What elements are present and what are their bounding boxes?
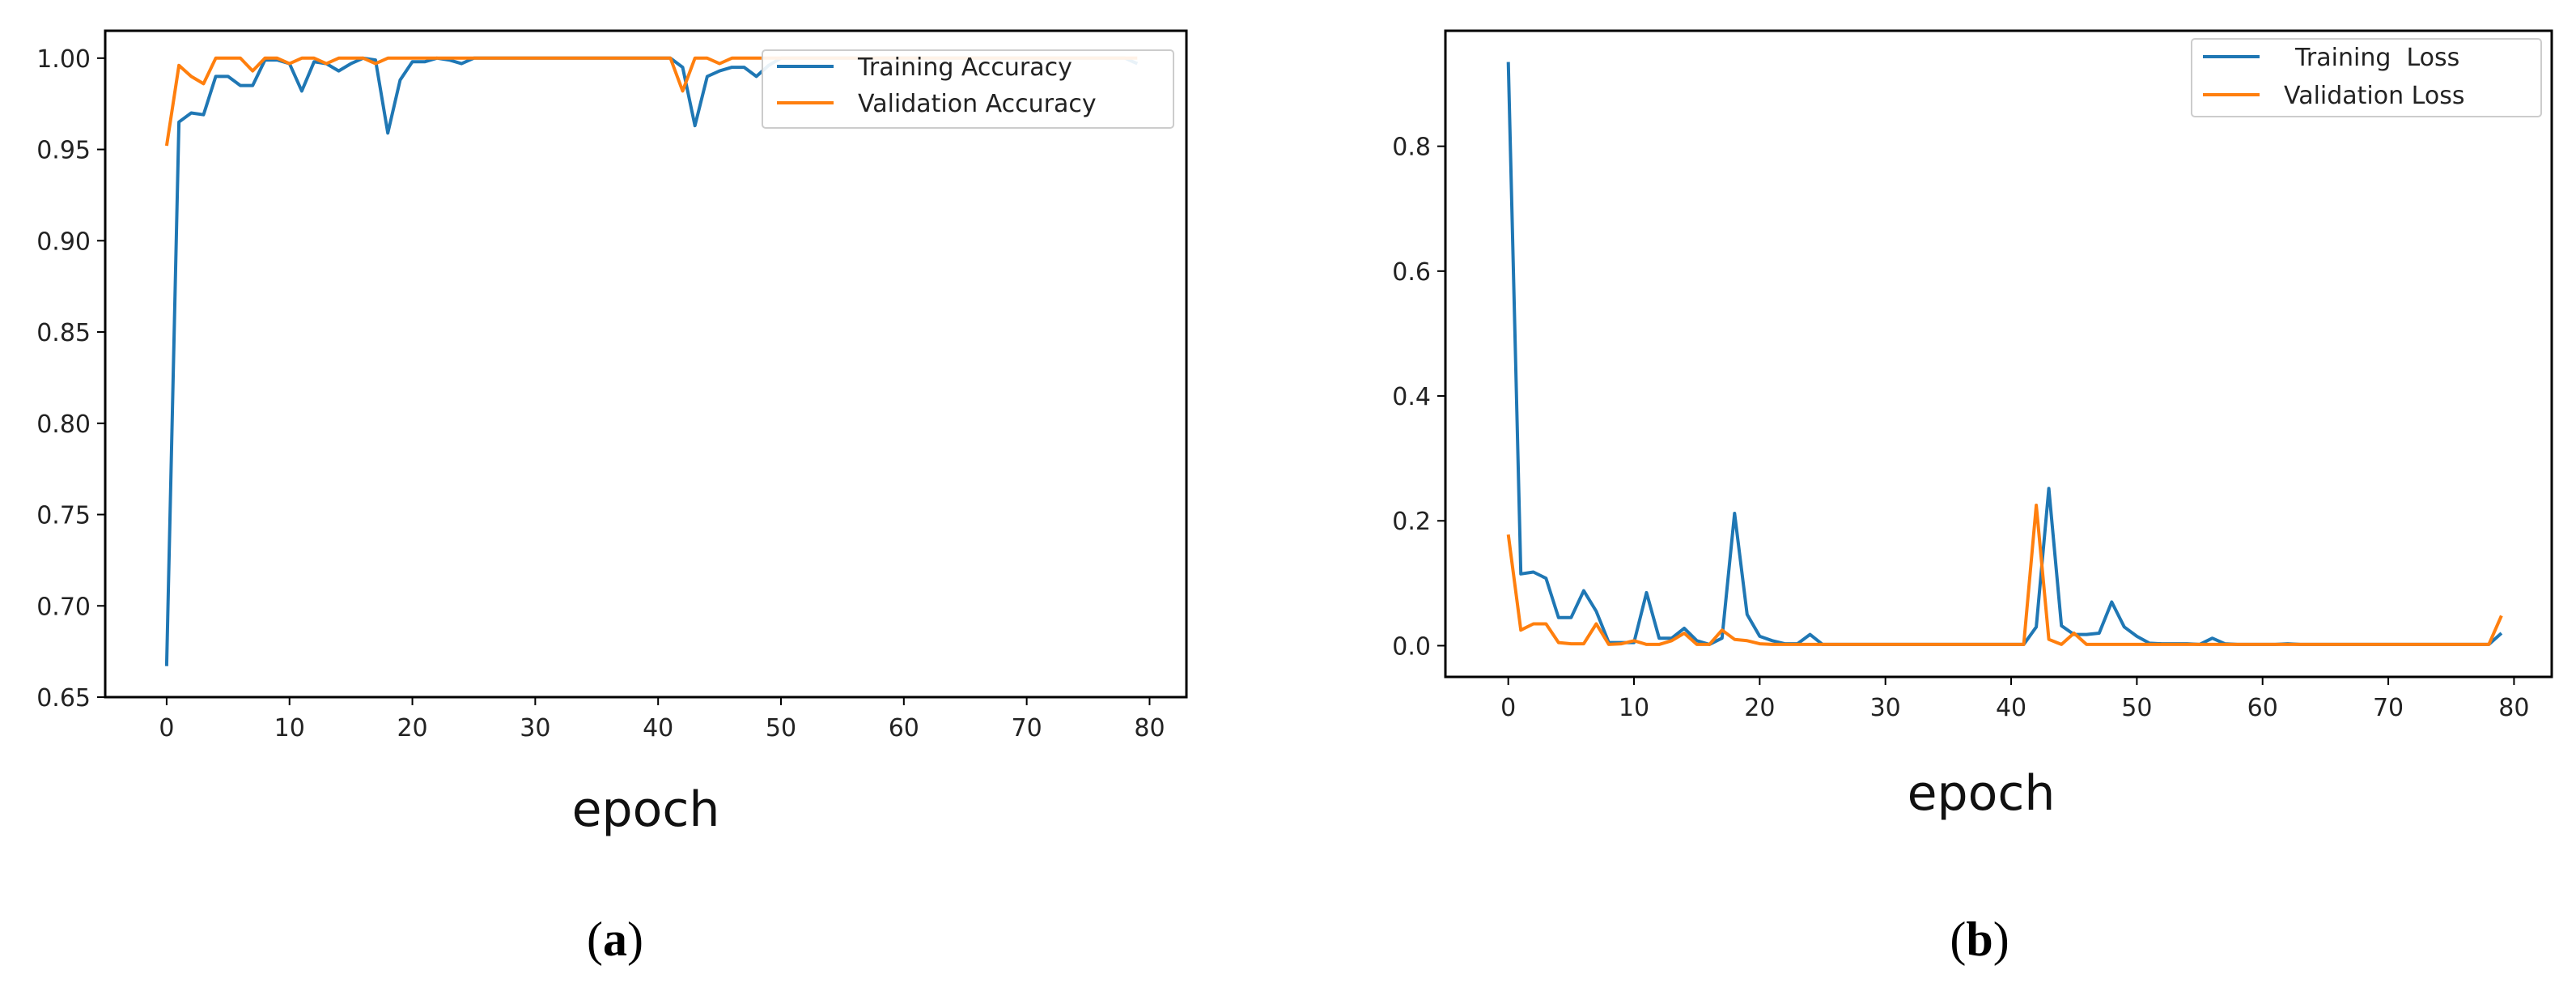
x-tick-label: 20	[1744, 694, 1775, 722]
y-tick-label: 0.0	[1392, 632, 1431, 661]
y-tick-label: 0.6	[1392, 258, 1431, 287]
loss-plot-frame	[1444, 29, 2553, 679]
y-tick-label: 0.95	[36, 137, 91, 165]
x-tick-label: 60	[2247, 694, 2278, 722]
x-tick-label: 70	[2373, 694, 2404, 722]
accuracy-y-axis: 0.65 0.70 0.75 0.80 0.85 0.90 0.95 1.00	[36, 45, 105, 713]
x-tick-label: 80	[2498, 694, 2529, 722]
loss-x-axis-label: epoch	[1908, 765, 2056, 822]
accuracy-x-axis: 0 10 20 30 40 50 60 70 80	[159, 697, 1165, 742]
legend-label-validation-accuracy: Validation Accuracy	[858, 90, 1097, 118]
accuracy-x-axis-label: epoch	[572, 781, 720, 838]
legend-label-training-loss: Training Loss	[2294, 44, 2459, 72]
series-line-validation-loss	[1506, 504, 2503, 646]
x-tick-label: 0	[159, 714, 174, 742]
x-tick-label: 50	[2121, 694, 2152, 722]
loss-y-axis: 0.0 0.2 0.4 0.6 0.8	[1392, 134, 1445, 661]
accuracy-series	[164, 56, 1139, 666]
y-tick-label: 0.4	[1392, 383, 1431, 411]
y-tick-label: 0.8	[1392, 134, 1431, 162]
x-tick-label: 60	[889, 714, 919, 742]
accuracy-plot-frame	[104, 29, 1188, 699]
x-tick-label: 40	[1996, 694, 2026, 722]
x-tick-label: 20	[397, 714, 427, 742]
panel-label-a: (a)	[587, 913, 643, 966]
x-tick-label: 70	[1012, 714, 1042, 742]
accuracy-legend: Training Accuracy Validation Accuracy	[762, 49, 1174, 129]
y-tick-label: 0.85	[36, 319, 91, 347]
panel-label-b: (b)	[1950, 913, 2009, 966]
y-tick-label: 1.00	[36, 45, 91, 74]
loss-legend: Training Loss Validation Loss	[2191, 38, 2542, 117]
x-tick-label: 30	[1870, 694, 1901, 722]
x-tick-label: 80	[1134, 714, 1165, 742]
legend-label-training-accuracy: Training Accuracy	[857, 53, 1072, 82]
legend-label-validation-loss: Validation Loss	[2284, 82, 2464, 110]
loss-chart: 0.0 0.2 0.4 0.6 0.8 0 10 20 30 40 50 60 70 80 Traini…	[1392, 29, 2553, 966]
x-tick-label: 10	[274, 714, 305, 742]
loss-legend-box	[2191, 38, 2542, 117]
y-tick-label: 0.80	[36, 411, 91, 439]
series-line-training-accuracy	[164, 56, 1139, 666]
accuracy-legend-box	[762, 49, 1174, 129]
y-tick-label: 0.65	[36, 684, 91, 713]
x-tick-label: 10	[1619, 694, 1649, 722]
loss-x-axis: 0 10 20 30 40 50 60 70 80	[1500, 677, 2529, 722]
panel-letter-a: a	[603, 913, 627, 966]
loss-series	[1506, 62, 2503, 646]
y-tick-label: 0.90	[36, 228, 91, 256]
y-tick-label: 0.75	[36, 502, 91, 530]
series-line-training-loss	[1506, 62, 2503, 646]
y-tick-label: 0.70	[36, 593, 91, 621]
accuracy-chart: 0.65 0.70 0.75 0.80 0.85 0.90 0.95 1.00 0 10 20 30…	[36, 29, 1188, 966]
x-tick-label: 40	[643, 714, 673, 742]
y-tick-label: 0.2	[1392, 508, 1431, 536]
x-tick-label: 50	[766, 714, 796, 742]
x-tick-label: 30	[520, 714, 550, 742]
panel-letter-b: b	[1966, 913, 1992, 966]
x-tick-label: 0	[1500, 694, 1516, 722]
